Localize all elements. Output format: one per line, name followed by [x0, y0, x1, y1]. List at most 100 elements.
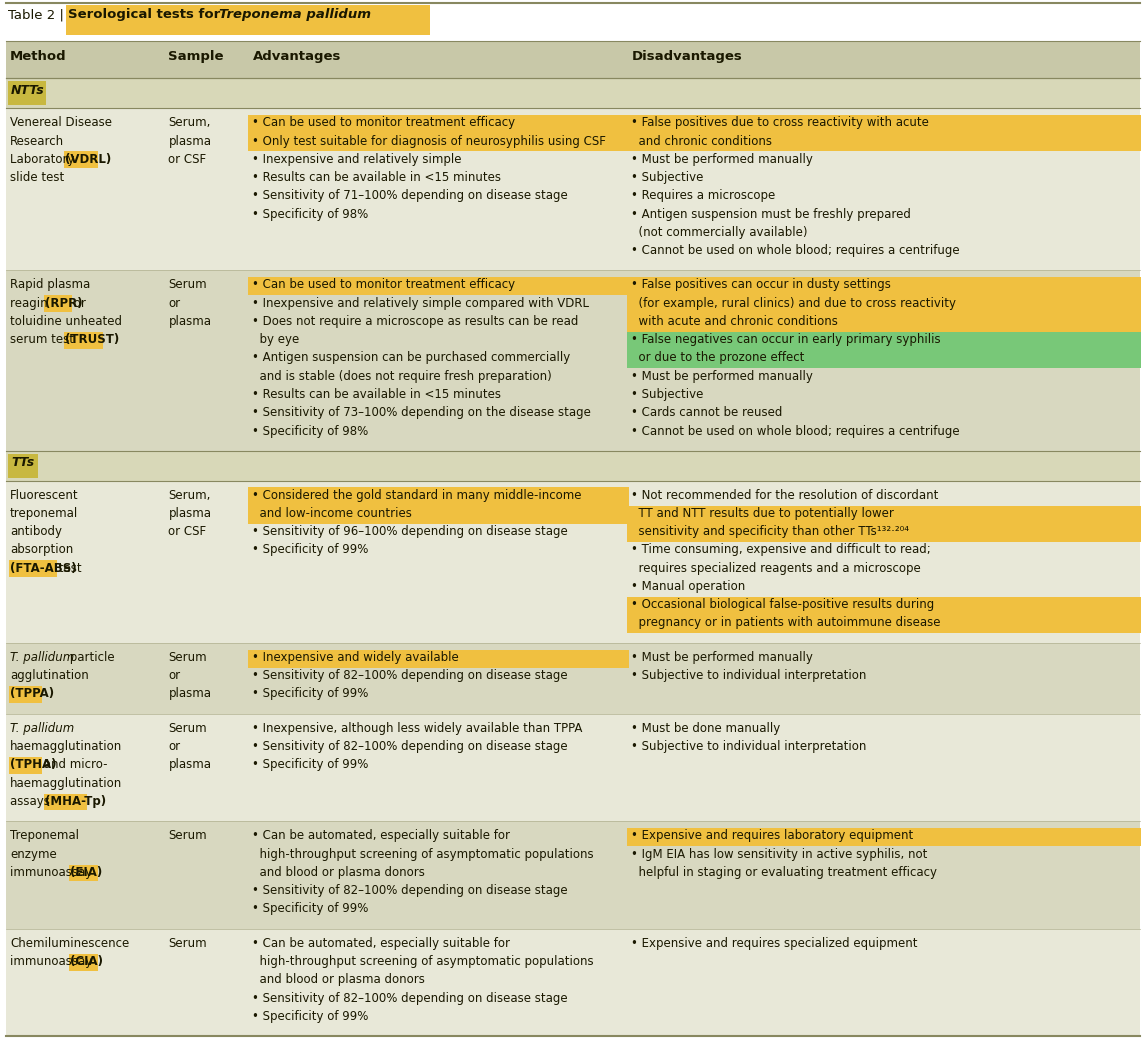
Text: • Specificity of 99%: • Specificity of 99% [252, 543, 369, 557]
Text: immunoassay: immunoassay [10, 866, 96, 879]
Text: • Expensive and requires laboratory equipment: • Expensive and requires laboratory equi… [630, 829, 913, 843]
Text: or CSF: or CSF [168, 526, 206, 538]
Text: and low-income countries: and low-income countries [252, 507, 413, 520]
Text: • Sensitivity of 73–100% depending on the disease stage: • Sensitivity of 73–100% depending on th… [252, 407, 591, 419]
Text: Serum: Serum [168, 278, 207, 291]
Text: with acute and chronic conditions: with acute and chronic conditions [630, 315, 838, 328]
Text: Serum,: Serum, [168, 116, 211, 129]
Text: (CIA): (CIA) [70, 955, 103, 968]
Text: • False negatives can occur in early primary syphilis: • False negatives can occur in early pri… [630, 334, 941, 346]
Text: • Subjective: • Subjective [630, 388, 704, 401]
Bar [627, 597, 1141, 615]
Text: • Can be used to monitor treatment efficacy: • Can be used to monitor treatment effic… [252, 278, 516, 291]
Text: (VDRL): (VDRL) [65, 152, 111, 166]
Text: • Must be performed manually: • Must be performed manually [630, 152, 813, 166]
Text: (TPHA): (TPHA) [10, 758, 56, 772]
Text: Treponema pallidum: Treponema pallidum [219, 8, 371, 21]
Text: TTs: TTs [11, 456, 34, 469]
Text: reagin: reagin [10, 297, 52, 310]
Text: • Sensitivity of 82–100% depending on disease stage: • Sensitivity of 82–100% depending on di… [252, 884, 567, 897]
Text: by eye: by eye [252, 334, 299, 346]
Bar [627, 828, 1141, 846]
Text: plasma: plasma [168, 758, 211, 772]
Bar [627, 115, 1141, 134]
Text: • Results can be available in <15 minutes: • Results can be available in <15 minute… [252, 171, 501, 184]
Text: plasma: plasma [168, 687, 211, 701]
Text: Table 2 |: Table 2 | [8, 8, 68, 21]
Text: (not commercially available): (not commercially available) [630, 225, 807, 239]
Text: Laboratory: Laboratory [10, 152, 78, 166]
Text: • Specificity of 98%: • Specificity of 98% [252, 208, 368, 220]
Text: • Must be done manually: • Must be done manually [630, 722, 780, 735]
Text: haemagglutination: haemagglutination [10, 741, 123, 753]
Text: plasma: plasma [168, 135, 211, 147]
Text: • Time consuming, expensive and difficult to read;: • Time consuming, expensive and difficul… [630, 543, 931, 557]
Bar [249, 134, 629, 151]
Bar [45, 794, 87, 810]
Bar [627, 295, 1141, 314]
Text: and blood or plasma donors: and blood or plasma donors [252, 866, 425, 879]
Text: • Considered the gold standard in many middle-income: • Considered the gold standard in many m… [252, 489, 582, 502]
Text: and micro-: and micro- [40, 758, 108, 772]
Bar [627, 524, 1141, 542]
Bar [6, 481, 1140, 642]
Text: assays: assays [10, 795, 54, 808]
Text: high-throughput screening of asymptomatic populations: high-throughput screening of asymptomati… [252, 848, 594, 860]
Text: • False positives can occur in dusty settings: • False positives can occur in dusty set… [630, 278, 890, 291]
Bar [6, 41, 1140, 78]
Text: absorption: absorption [10, 543, 73, 557]
Text: • Only test suitable for diagnosis of neurosyphilis using CSF: • Only test suitable for diagnosis of ne… [252, 135, 606, 147]
Text: • Antigen suspension must be freshly prepared: • Antigen suspension must be freshly pre… [630, 208, 911, 220]
Text: • Inexpensive and relatively simple: • Inexpensive and relatively simple [252, 152, 462, 166]
Text: (RPR): (RPR) [45, 297, 83, 310]
Text: Fluorescent: Fluorescent [10, 489, 79, 502]
Text: TT and NTT results due to potentially lower: TT and NTT results due to potentially lo… [630, 507, 894, 520]
Bar [65, 5, 430, 35]
Bar [6, 3, 1140, 38]
Text: • IgM EIA has low sensitivity in active syphilis, not: • IgM EIA has low sensitivity in active … [630, 848, 927, 860]
Text: (FTA-ABS): (FTA-ABS) [10, 562, 77, 575]
Text: T. pallidum: T. pallidum [10, 651, 74, 664]
Text: • Antigen suspension can be purchased commercially: • Antigen suspension can be purchased co… [252, 351, 571, 364]
Bar [249, 506, 629, 524]
Text: • Sensitivity of 82–100% depending on disease stage: • Sensitivity of 82–100% depending on di… [252, 741, 567, 753]
Text: • Subjective to individual interpretation: • Subjective to individual interpretatio… [630, 670, 866, 682]
Text: Serum: Serum [168, 937, 207, 950]
Bar [249, 487, 629, 506]
Text: • Specificity of 98%: • Specificity of 98% [252, 425, 368, 437]
Text: • Specificity of 99%: • Specificity of 99% [252, 687, 369, 701]
Text: • Cannot be used on whole blood; requires a centrifuge: • Cannot be used on whole blood; require… [630, 244, 959, 257]
Bar [249, 115, 629, 134]
Bar [45, 295, 72, 312]
Text: Chemiluminescence: Chemiluminescence [10, 937, 129, 950]
Text: or CSF: or CSF [168, 152, 206, 166]
Text: • Can be automated, especially suitable for: • Can be automated, especially suitable … [252, 829, 510, 843]
Text: • Inexpensive, although less widely available than TPPA: • Inexpensive, although less widely avai… [252, 722, 582, 735]
Bar [627, 332, 1141, 350]
Text: • Specificity of 99%: • Specificity of 99% [252, 902, 369, 916]
Text: • Must be performed manually: • Must be performed manually [630, 651, 813, 664]
Text: NTTs: NTTs [11, 83, 45, 97]
Text: slide test: slide test [10, 171, 64, 184]
Text: • Sensitivity of 96–100% depending on disease stage: • Sensitivity of 96–100% depending on di… [252, 526, 568, 538]
Text: plasma: plasma [168, 315, 211, 328]
Text: Serological tests for: Serological tests for [68, 8, 225, 21]
Text: T. pallidum: T. pallidum [10, 722, 74, 735]
Bar [64, 332, 102, 348]
Bar [8, 81, 46, 105]
Text: requires specialized reagents and a microscope: requires specialized reagents and a micr… [630, 562, 920, 575]
Text: • Sensitivity of 82–100% depending on disease stage: • Sensitivity of 82–100% depending on di… [252, 670, 567, 682]
Bar [627, 134, 1141, 151]
Bar [70, 953, 97, 971]
Text: or: or [168, 670, 181, 682]
Bar [9, 757, 42, 774]
Text: • Manual operation: • Manual operation [630, 580, 745, 593]
Bar [6, 928, 1140, 1037]
Text: (TRUST): (TRUST) [65, 334, 119, 346]
Text: Serum,: Serum, [168, 489, 211, 502]
Text: haemagglutination: haemagglutination [10, 777, 123, 790]
Text: • Cannot be used on whole blood; requires a centrifuge: • Cannot be used on whole blood; require… [630, 425, 959, 437]
Text: (EIA): (EIA) [70, 866, 103, 879]
Text: • Specificity of 99%: • Specificity of 99% [252, 1010, 369, 1023]
Text: or: or [70, 297, 86, 310]
